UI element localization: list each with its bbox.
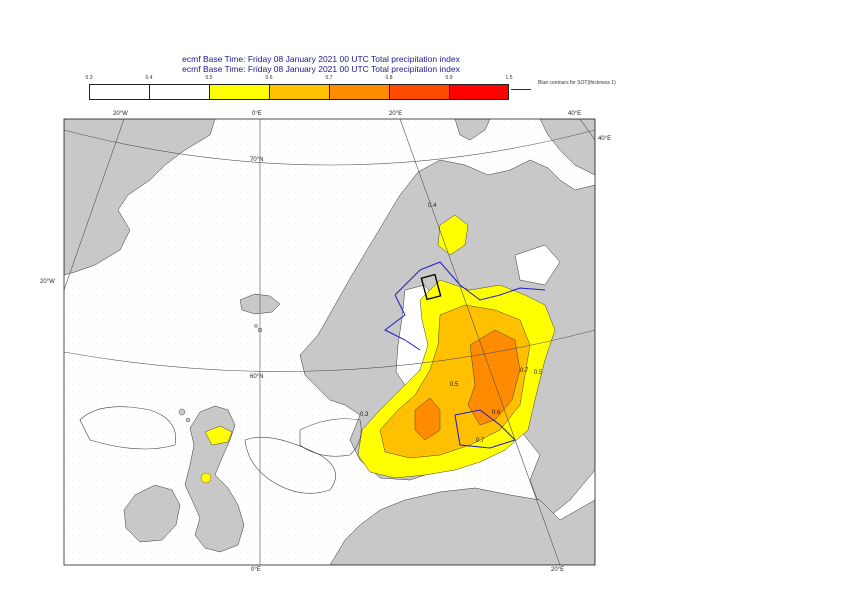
land-svalbard (454, 119, 491, 141)
colorbar-tick: 0.8 (385, 75, 393, 81)
label-lat-60n: 60°N (250, 374, 264, 380)
label-lon-40e-top: 40°E (568, 111, 582, 117)
land-novaya-zemlya (539, 119, 595, 176)
contour-fill-yellow-uk (204, 425, 233, 446)
colorbar-tick: 0.7 (325, 75, 333, 81)
label-lon-20w-top: 20°W (113, 111, 128, 117)
contour-fill-dark-orange (467, 329, 521, 426)
label-lon-20w-left: 20°W (40, 279, 55, 285)
title-line-1: ecmf Base Time: Friday 08 January 2021 0… (182, 54, 460, 64)
graticule-40e (579, 119, 595, 141)
land-europe (329, 487, 595, 565)
colorbar-tick: 0.3 (85, 75, 93, 81)
contour-label: 0.3 (360, 412, 369, 418)
contour-label: 0.5 (450, 382, 459, 388)
graticule-70n (64, 129, 595, 166)
graticule-20w (64, 119, 125, 291)
contour-line (79, 406, 177, 450)
contour-label: 0.5 (534, 370, 543, 376)
colorbar-tick: 0.5 (205, 75, 213, 81)
label-lon-40e-right: 40°E (598, 136, 612, 142)
graticule-20e (399, 119, 561, 565)
contour-label: 0.6 (492, 410, 501, 416)
colorbar-bin-6 (449, 84, 509, 100)
sot-legend-line (511, 89, 531, 90)
contour-label: 0.7 (520, 368, 529, 374)
selected-area-box (420, 273, 442, 301)
label-lon-0-top: 0°E (252, 111, 262, 117)
label-lon-20e-top: 20°E (389, 111, 403, 117)
sot-contour (384, 261, 546, 351)
colorbar-tick: 0.9 (445, 75, 453, 81)
land-greenland (64, 119, 216, 276)
land-ireland (123, 484, 181, 543)
sot-legend-text: Blue contours for SOT(thickness 1) (538, 80, 616, 86)
colorbar-tick: 1.5 (505, 75, 513, 81)
title-line-2: ecmf Base Time: Friday 08 January 2021 0… (182, 64, 460, 74)
label-lon-0-bottom: 0°E (251, 567, 261, 573)
contour-label: 0.4 (428, 203, 437, 209)
colorbar-tick: 0.6 (265, 75, 273, 81)
contour-fill-dark-orange-2 (414, 397, 441, 441)
land-great-britain (184, 405, 245, 553)
label-lon-20e-bottom: 20°E (551, 567, 565, 573)
map-frame (63, 118, 596, 566)
graticule-60n (64, 329, 595, 372)
colorbar-tick: 0.4 (145, 75, 153, 81)
label-lat-70n: 70°N (250, 157, 264, 163)
contour-label: 0.7 (476, 438, 485, 444)
